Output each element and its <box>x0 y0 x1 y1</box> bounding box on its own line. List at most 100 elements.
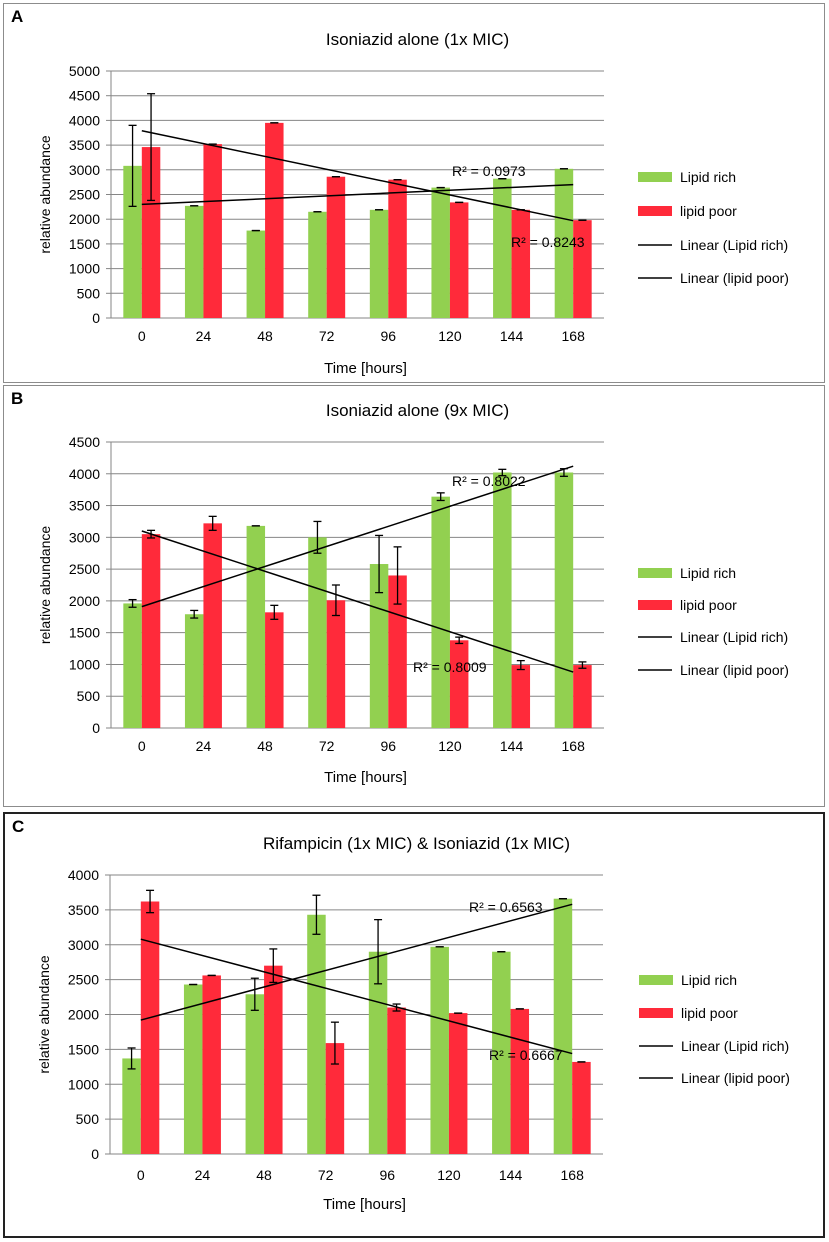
y-tick-label: 4000 <box>68 867 99 883</box>
bar-lipid-poor <box>449 202 469 318</box>
x-tick-label: 48 <box>256 1167 272 1183</box>
y-tick-label: 4000 <box>69 112 100 128</box>
legend-lipid-rich-swatch <box>638 568 672 578</box>
legend-lipid-rich-label: Lipid rich <box>680 565 736 581</box>
bar-lipid-rich <box>246 525 266 728</box>
bar-lipid-rich <box>308 211 327 318</box>
r-squared-label: R² = 0.8009 <box>413 659 487 675</box>
x-tick-label: 144 <box>500 738 524 754</box>
y-tick-label: 2000 <box>69 593 100 609</box>
chart-title: Isoniazid alone (9x MIC) <box>326 401 509 420</box>
panel-label-c: C <box>12 817 25 836</box>
bar-lipid-rich <box>431 187 450 318</box>
x-axis-label: Time [hours] <box>324 769 407 786</box>
bar-lipid-rich <box>308 537 327 728</box>
x-tick-label: 168 <box>561 1167 585 1183</box>
chart-title: Isoniazid alone (1x MIC) <box>326 30 509 49</box>
y-tick-label: 4000 <box>69 466 100 482</box>
chart-panel-b: B 0 500 1000 1500 2000 2500 3000 3500 4000 4500 0 2… <box>3 385 825 807</box>
y-tick-label: 1500 <box>69 236 100 252</box>
y-tick-label: 5000 <box>69 63 100 79</box>
x-tick-label: 24 <box>195 1167 211 1183</box>
x-tick-label: 48 <box>257 738 273 754</box>
x-tick-label: 168 <box>562 738 586 754</box>
legend-lipid-poor-swatch <box>638 206 672 216</box>
bar-lipid-rich <box>369 209 389 318</box>
legend-lipid-poor-label: lipid poor <box>681 1005 738 1021</box>
x-tick-label: 72 <box>319 738 335 754</box>
y-tick-label: 1500 <box>68 1041 99 1057</box>
legend-lipid-poor-label: lipid poor <box>680 597 737 613</box>
legend-lipid-rich-label: Lipid rich <box>681 972 737 988</box>
y-tick-label: 3000 <box>69 162 100 178</box>
bar-lipid-poor <box>573 665 592 728</box>
bar-lipid-poor <box>448 1013 468 1154</box>
bar-lipid-poor <box>141 534 161 728</box>
legend-lipid-poor-swatch <box>639 1008 673 1018</box>
chart-panel-a: A 0 500 1000 1500 2000 2500 3000 3500 4000 4500 50… <box>3 3 825 383</box>
y-tick-label: 2500 <box>69 561 100 577</box>
bar-lipid-poor <box>140 901 160 1154</box>
x-tick-label: 48 <box>257 328 273 344</box>
bar-lipid-rich <box>184 614 204 728</box>
bar-lipid-poor <box>202 975 221 1154</box>
y-tick-label: 1000 <box>69 261 100 277</box>
bar-lipid-rich <box>493 472 512 728</box>
legend-lipid-rich-swatch <box>638 172 672 182</box>
x-axis-label: Time [hours] <box>324 360 407 377</box>
trendline-lipid-poor <box>140 938 573 1055</box>
chart-b: 0 500 1000 1500 2000 2500 3000 3500 4000 4500 0 24 4… <box>37 401 789 786</box>
x-tick-label: 96 <box>381 328 397 344</box>
bar-lipid-rich <box>245 994 265 1154</box>
y-tick-label: 4500 <box>69 88 100 104</box>
r-squared-label: R² = 0.8022 <box>452 473 526 489</box>
y-tick-label: 2500 <box>68 972 99 988</box>
r-squared-label: R² = 0.8243 <box>511 234 585 250</box>
y-tick-label: 3000 <box>68 937 99 953</box>
x-tick-label: 24 <box>196 328 212 344</box>
bar-lipid-rich <box>369 564 389 728</box>
y-tick-label: 0 <box>91 1146 99 1162</box>
x-tick-label: 96 <box>381 738 397 754</box>
legend-linear-lipid-rich-label: Linear (Lipid rich) <box>680 629 788 645</box>
y-tick-label: 0 <box>92 310 100 326</box>
trendline-lipid-poor <box>141 130 574 222</box>
y-tick-label: 1000 <box>68 1076 99 1092</box>
y-tick-label: 4500 <box>69 434 100 450</box>
bar-lipid-rich <box>246 230 266 318</box>
bar-lipid-poor <box>387 1007 406 1154</box>
chart-c: 0 500 1000 1500 2000 2500 3000 3500 4000 0 24 48 72 9… <box>36 834 790 1213</box>
bar-lipid-rich <box>493 178 512 318</box>
bar-lipid-rich <box>122 1058 141 1154</box>
bar-lipid-poor <box>265 612 284 728</box>
x-tick-label: 120 <box>438 328 462 344</box>
bar-lipid-poor <box>388 179 407 318</box>
bar-lipid-poor <box>511 209 531 318</box>
bar-lipid-rich <box>183 984 203 1154</box>
legend-linear-lipid-poor-label: Linear (lipid poor) <box>681 1070 790 1086</box>
bar-lipid-poor <box>325 1043 345 1154</box>
panel-label-b: B <box>11 389 24 408</box>
bar-lipid-rich <box>430 946 449 1154</box>
y-axis-label: relative abundance <box>37 526 53 645</box>
y-tick-label: 500 <box>77 285 101 301</box>
x-tick-label: 0 <box>138 328 146 344</box>
x-tick-label: 96 <box>380 1167 396 1183</box>
chart-title: Rifampicin (1x MIC) & Isoniazid (1x MIC) <box>263 834 570 853</box>
r-squared-label: R² = 0.6563 <box>469 899 543 915</box>
y-tick-label: 2000 <box>69 211 100 227</box>
bar-lipid-poor <box>141 147 161 318</box>
bar-lipid-rich <box>553 898 573 1154</box>
legend-linear-lipid-poor-label: Linear (lipid poor) <box>680 662 789 678</box>
y-tick-label: 500 <box>76 1111 100 1127</box>
y-tick-label: 2000 <box>68 1007 99 1023</box>
legend-lipid-poor-swatch <box>638 600 672 610</box>
chart-a: 0 500 1000 1500 2000 2500 3000 3500 4000 4500 5000… <box>37 30 789 377</box>
y-tick-label: 3000 <box>69 529 100 545</box>
y-tick-label: 500 <box>77 688 101 704</box>
bar-lipid-poor <box>203 523 222 728</box>
bar-lipid-poor <box>573 220 592 318</box>
legend-lipid-rich-label: Lipid rich <box>680 169 736 185</box>
legend-lipid-rich-swatch <box>639 975 673 985</box>
bar-lipid-poor <box>265 122 284 319</box>
